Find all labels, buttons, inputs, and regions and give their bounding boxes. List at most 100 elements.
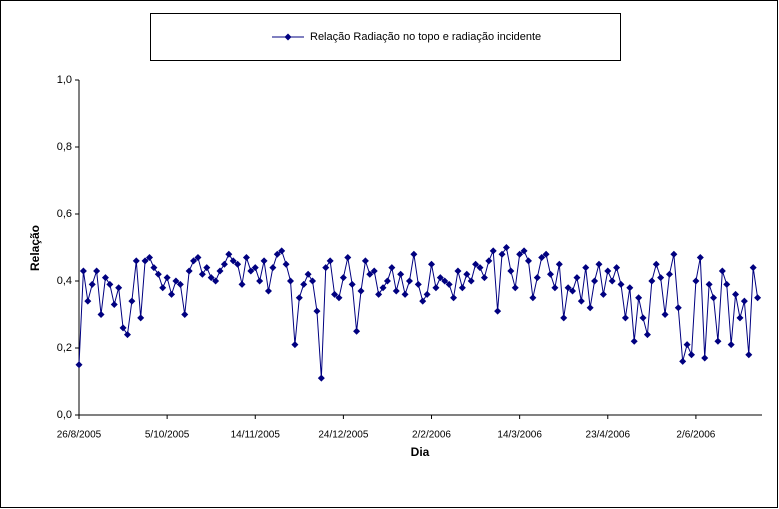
data-point — [635, 294, 643, 302]
data-point — [366, 270, 374, 278]
data-point — [379, 284, 387, 292]
x-tick-label: 14/3/2006 — [497, 430, 542, 441]
data-point — [445, 280, 453, 288]
data-point — [176, 280, 184, 288]
data-point — [714, 337, 722, 345]
data-point — [586, 304, 594, 312]
data-point — [225, 250, 233, 258]
data-point — [414, 280, 422, 288]
legend-label: Relação Radiação no topo e radiação inci… — [310, 31, 541, 43]
data-point — [212, 277, 220, 285]
data-point — [326, 257, 334, 265]
data-point — [485, 257, 493, 265]
data-point — [754, 294, 762, 302]
data-point — [736, 314, 744, 322]
data-point — [207, 274, 215, 282]
data-point — [295, 294, 303, 302]
data-point — [101, 274, 109, 282]
data-point — [657, 274, 665, 282]
data-point — [476, 264, 484, 272]
data-point — [520, 247, 528, 255]
data-point — [652, 260, 660, 268]
data-point — [480, 274, 488, 282]
data-point — [674, 304, 682, 312]
y-axis-title: Relação — [28, 225, 42, 271]
data-point — [705, 280, 713, 288]
data-point — [348, 280, 356, 288]
data-point — [516, 250, 524, 258]
data-point — [335, 294, 343, 302]
data-point — [410, 250, 418, 258]
data-point — [529, 294, 537, 302]
data-point — [278, 247, 286, 255]
data-point — [701, 354, 709, 362]
data-point — [648, 277, 656, 285]
x-tick-label: 5/10/2005 — [145, 430, 190, 441]
data-point — [732, 290, 740, 298]
data-point — [190, 257, 198, 265]
data-point — [273, 250, 281, 258]
data-point — [661, 311, 669, 318]
x-tick-label: 2/2/2006 — [412, 430, 451, 441]
data-point — [507, 267, 515, 275]
data-point — [524, 257, 532, 265]
data-point — [163, 274, 171, 282]
data-point — [608, 277, 616, 285]
data-point — [269, 264, 277, 272]
data-point — [322, 264, 330, 272]
data-point — [84, 297, 92, 305]
data-point — [304, 270, 312, 278]
data-point — [419, 297, 427, 305]
data-point — [141, 257, 149, 265]
data-point — [115, 284, 123, 292]
data-point — [723, 280, 731, 288]
data-point — [181, 311, 189, 318]
data-point — [670, 250, 678, 258]
data-point — [405, 277, 413, 285]
data-point — [198, 270, 206, 278]
data-point — [361, 257, 369, 265]
data-point — [97, 311, 105, 318]
data-point — [551, 284, 559, 292]
data-point — [696, 254, 704, 262]
x-tick-label: 23/4/2006 — [586, 430, 631, 441]
data-point — [450, 294, 458, 302]
y-tick-label: 0,8 — [57, 141, 72, 153]
data-point — [436, 274, 444, 282]
data-point — [577, 297, 585, 305]
data-point — [560, 314, 568, 322]
data-point — [569, 287, 577, 295]
data-point — [168, 290, 176, 298]
data-point — [564, 284, 572, 292]
data-point — [216, 267, 224, 275]
data-point — [538, 254, 546, 262]
data-point — [150, 264, 158, 272]
data-point — [88, 280, 96, 288]
data-point — [260, 257, 268, 265]
data-point — [234, 260, 242, 268]
data-point — [498, 250, 506, 258]
data-point — [291, 341, 299, 349]
data-point — [238, 280, 246, 288]
data-point — [370, 267, 378, 275]
data-point — [79, 267, 87, 275]
data-point — [533, 274, 541, 282]
data-point — [229, 257, 237, 265]
data-point — [154, 270, 162, 278]
data-point — [463, 270, 471, 278]
data-point — [423, 290, 431, 298]
data-point — [264, 287, 272, 295]
data-point — [220, 260, 228, 268]
data-point — [643, 331, 651, 339]
data-point — [75, 361, 83, 369]
data-point — [573, 274, 581, 282]
data-point — [727, 341, 735, 349]
data-point — [595, 260, 603, 268]
data-point — [110, 300, 118, 308]
data-point — [313, 307, 321, 315]
data-point — [494, 307, 502, 315]
data-point — [132, 257, 140, 265]
data-point — [93, 267, 101, 275]
data-point — [339, 274, 347, 282]
